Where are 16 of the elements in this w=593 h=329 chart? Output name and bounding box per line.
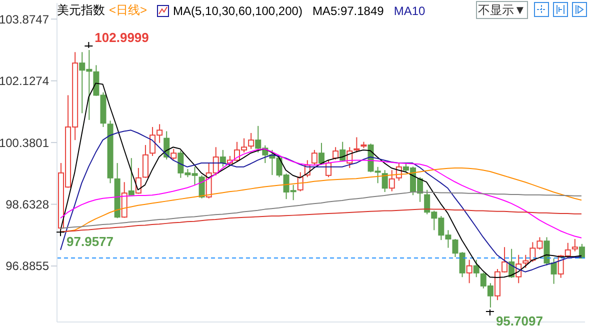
text: MA5:97.1849 [312, 4, 384, 18]
annotation: 97.9577 [66, 234, 114, 250]
chart-subtitle: <日线> [109, 2, 148, 19]
y-tick-label: 96.8855 [6, 259, 50, 274]
candlestick [466, 259, 472, 284]
y-tick-label: 98.6328 [6, 198, 50, 212]
annotation: MA(5,10,30,60,100,200) [173, 4, 302, 18]
y-tick-label: 103.8747 [0, 12, 50, 26]
annotation: 不显示▼ [476, 1, 528, 19]
y-tick-label: 102.1274 [0, 74, 50, 88]
annotation: 95.7097 [496, 314, 543, 329]
candlestick [248, 132, 254, 150]
annotation: 102.9999 [94, 30, 149, 45]
chart-title: 美元指数 [57, 2, 105, 19]
text: MA10 [394, 4, 426, 18]
y-tick-label: 100.3801 [0, 136, 50, 150]
